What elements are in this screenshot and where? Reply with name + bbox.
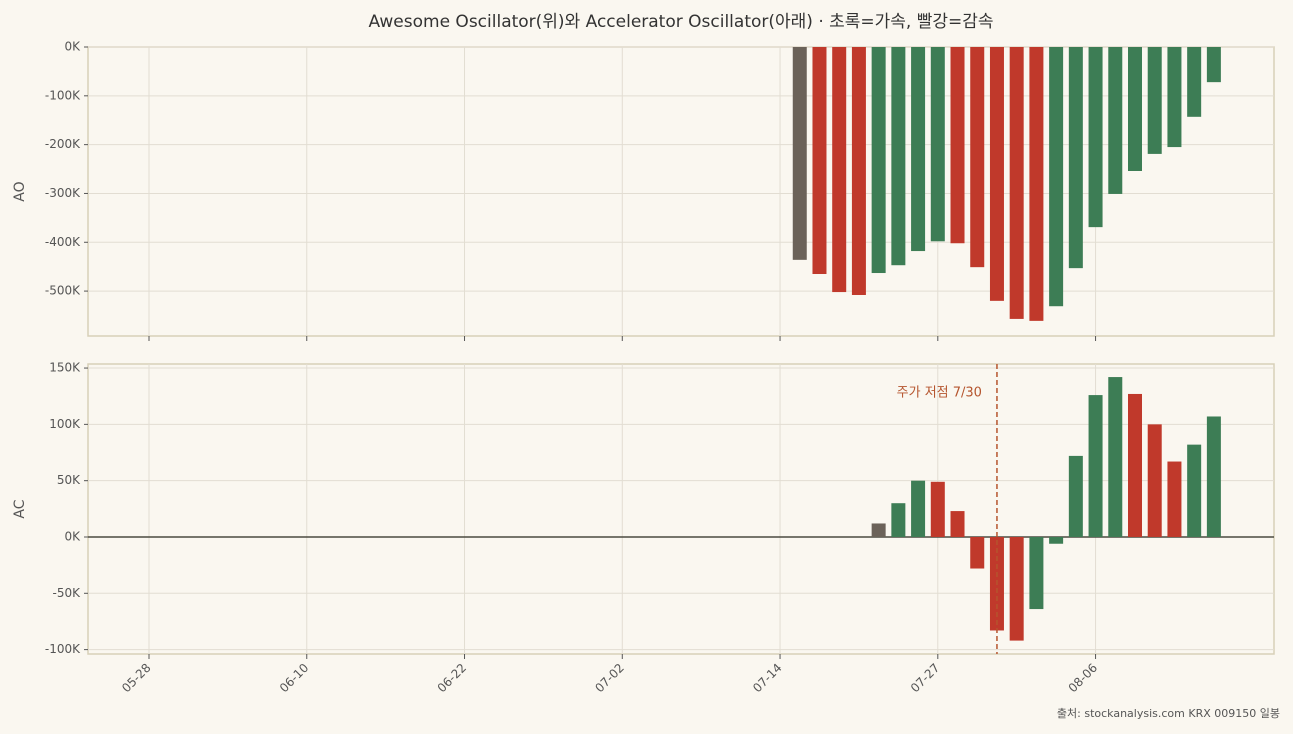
y-tick-label: -50K	[53, 586, 82, 600]
bar	[970, 47, 985, 268]
y-tick-label: -100K	[45, 88, 81, 102]
y-tick-label: 0K	[64, 529, 81, 543]
bar	[1009, 47, 1024, 319]
x-tick-label: 06-22	[435, 661, 470, 696]
bar	[1187, 444, 1202, 537]
bar	[1009, 536, 1024, 641]
bar	[1029, 47, 1044, 321]
y-tick-label: -300K	[45, 186, 81, 200]
y-tick-label: -500K	[45, 284, 81, 298]
bar	[1147, 424, 1162, 537]
y-tick-label: -200K	[45, 137, 81, 151]
bar	[1029, 536, 1044, 610]
bar	[792, 47, 807, 260]
bar	[871, 47, 886, 274]
bar	[891, 47, 906, 266]
y-tick-label: 0K	[64, 40, 81, 54]
bar	[1068, 47, 1083, 269]
bar	[950, 511, 965, 537]
bar	[911, 47, 926, 252]
bar	[1167, 47, 1182, 148]
bar	[930, 47, 945, 242]
x-tick-label: 07-27	[908, 661, 943, 696]
bar	[1206, 47, 1221, 83]
bar	[1049, 47, 1064, 307]
bar	[1147, 47, 1162, 154]
bar	[1128, 393, 1142, 537]
y-tick-label: 50K	[57, 473, 81, 487]
y-axis-label: AC	[12, 499, 28, 518]
bar	[891, 503, 906, 537]
bar	[1068, 455, 1083, 537]
bar	[1088, 47, 1103, 228]
bar	[950, 47, 965, 244]
x-tick-label: 06-10	[277, 661, 312, 696]
bar	[1128, 47, 1142, 171]
bar	[1167, 461, 1182, 537]
bar	[1206, 416, 1221, 537]
bar	[1088, 395, 1103, 537]
y-tick-label: -100K	[45, 642, 81, 656]
y-tick-label: -400K	[45, 235, 81, 249]
bar	[851, 47, 866, 295]
bar	[1049, 536, 1064, 544]
bar	[1108, 377, 1123, 537]
y-tick-label: 100K	[49, 417, 81, 431]
bar	[989, 47, 1004, 301]
bar	[930, 481, 945, 537]
chart-title: Awesome Oscillator(위)와 Accelerator Oscil…	[368, 12, 993, 32]
annotation-text: 주가 저점 7/30	[897, 386, 982, 401]
bar	[812, 47, 827, 275]
bar	[832, 47, 847, 293]
source-note: 출처: stockanalysis.com KRX 009150 일봉	[1057, 706, 1280, 720]
bar	[1108, 47, 1123, 194]
x-tick-label: 05-28	[119, 661, 154, 696]
bar	[871, 523, 886, 537]
y-tick-label: 150K	[49, 361, 81, 375]
x-tick-label: 07-14	[750, 661, 785, 696]
bar	[911, 480, 926, 537]
y-axis-label: AO	[12, 181, 28, 201]
bar	[970, 536, 985, 569]
x-tick-label: 08-06	[1066, 661, 1101, 696]
bar	[1187, 47, 1202, 117]
x-tick-label: 07-02	[592, 661, 627, 696]
